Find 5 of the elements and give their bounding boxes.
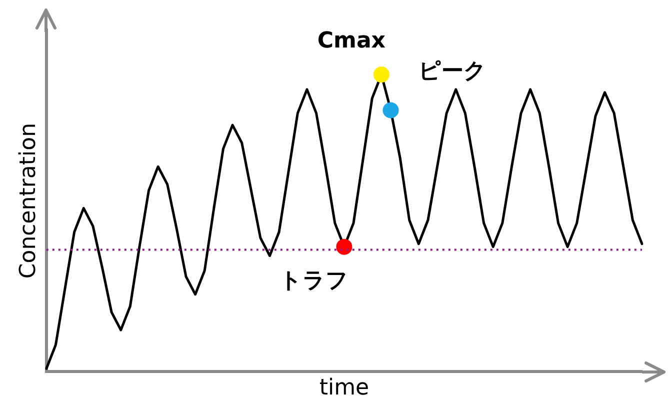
- annotation: ピーク: [418, 58, 487, 84]
- y-axis-title: Concentration: [16, 122, 41, 279]
- text: Cmax: [317, 28, 386, 54]
- x-axis-title: time: [319, 376, 370, 401]
- annotation: トラフ: [280, 268, 349, 294]
